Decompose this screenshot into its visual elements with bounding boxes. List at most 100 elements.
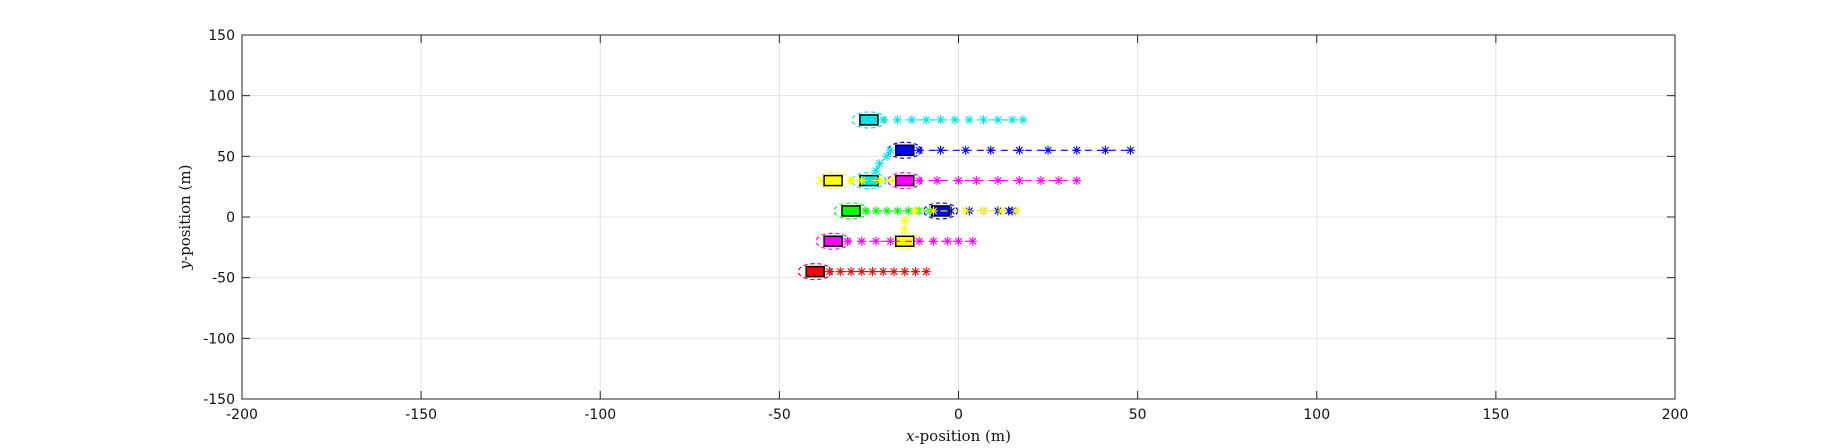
trajectory-point [900, 267, 910, 277]
trajectory-point [921, 115, 931, 125]
y-axis-label-text: -position (m) [176, 165, 194, 261]
trajectory-point [907, 115, 917, 125]
y-axis-label: y-position (m) [176, 165, 194, 271]
y-tick-label: 0 [226, 210, 235, 226]
y-tick-label: 50 [217, 149, 235, 165]
uncertainty-ellipse [887, 172, 923, 190]
trajectory-point [882, 151, 892, 161]
vehicle-series-9 [815, 232, 978, 250]
trajectory-point [1014, 145, 1024, 155]
trajectory-point [900, 216, 910, 226]
grid-layer [242, 35, 1675, 399]
trajectory-point [1014, 176, 1024, 186]
trajectory-point [903, 206, 913, 216]
vehicle-marker [823, 174, 843, 187]
trajectory-line [904, 210, 1016, 242]
vehicle-marker [805, 265, 825, 278]
uncertainty-ellipse [833, 202, 869, 220]
vehicle-series-1 [851, 111, 1028, 129]
vehicle-marker [895, 174, 915, 187]
trajectory-point [993, 176, 1003, 186]
y-tick-label: -100 [203, 331, 235, 347]
trajectory-point [961, 145, 971, 155]
trajectory-point [928, 236, 938, 246]
trajectory-point [885, 145, 895, 155]
trajectory-point [846, 176, 856, 186]
x-axis-label-text: -position (m) [915, 427, 1011, 445]
uncertainty-ellipse [797, 263, 833, 281]
trajectory-point [911, 267, 921, 277]
trajectory-point [1072, 145, 1082, 155]
uncertainty-ellipse [815, 172, 851, 190]
trajectory-point [954, 236, 963, 246]
x-tick-label: -50 [768, 407, 791, 423]
vehicle-series-5 [887, 172, 1082, 190]
trajectory-point [996, 206, 1006, 216]
trajectory-point [986, 145, 996, 155]
trajectory-point [885, 236, 895, 246]
vehicle-marker [841, 205, 861, 217]
trajectory-point [943, 236, 953, 246]
trajectory-point [889, 267, 899, 277]
trajectory-point [893, 206, 903, 216]
x-tick-label: 200 [1662, 407, 1689, 423]
trajectory-point [857, 267, 867, 277]
trajectory-point [936, 145, 946, 155]
trajectory-point [868, 267, 878, 277]
x-tick-label: 150 [1483, 407, 1510, 423]
trajectory-point [1100, 145, 1110, 155]
trajectory-point [835, 267, 845, 277]
uncertainty-ellipse [815, 232, 851, 250]
trajectory-point [936, 115, 946, 125]
trajectory-point [857, 236, 867, 246]
vehicle-series-2 [887, 141, 1135, 159]
x-tick-label: -200 [226, 407, 258, 423]
trajectory-point [1054, 176, 1064, 186]
vehicle-marker [823, 235, 843, 248]
trajectory-point [893, 115, 903, 125]
vehicle-series-10 [797, 263, 931, 281]
x-tick-label: 100 [1303, 407, 1330, 423]
trajectory-point [1018, 115, 1028, 125]
trajectory-point [968, 236, 978, 246]
y-tick-label: -150 [203, 392, 235, 408]
trajectory-point [857, 176, 867, 186]
trajectory-point [993, 115, 1003, 125]
trajectory-point [1043, 145, 1053, 155]
y-tick-label: 150 [208, 28, 235, 44]
trajectory-point [1007, 115, 1017, 125]
trajectory-point [878, 267, 888, 277]
trajectory-point [1125, 145, 1135, 155]
trajectory-point [871, 236, 881, 246]
y-tick-label: 100 [208, 89, 235, 105]
y-tick-label: -50 [212, 271, 235, 287]
x-tick-label: -100 [584, 407, 616, 423]
trajectory-point [871, 206, 881, 216]
trajectory-point [921, 267, 931, 277]
trajectory-point [964, 115, 974, 125]
x-axis-label-var: x [906, 427, 915, 445]
vehicle-marker [859, 114, 879, 126]
trajectory-point [882, 206, 892, 216]
y-axis-label-var: y [176, 260, 194, 270]
trajectory-point [911, 206, 921, 216]
trajectory-point [932, 176, 942, 186]
trajectory-point [1072, 176, 1082, 186]
uncertainty-ellipse [887, 141, 923, 159]
x-tick-label: 50 [1129, 407, 1147, 423]
trajectory-point [971, 176, 981, 186]
x-tick-label: -150 [405, 407, 437, 423]
trajectory-point [875, 176, 885, 186]
trajectory-point [1036, 176, 1046, 186]
vehicle-series-4 [815, 172, 899, 190]
trajectory-point [846, 267, 856, 277]
trajectory-point [1011, 206, 1021, 216]
trajectory-point [979, 206, 989, 216]
uncertainty-ellipse [851, 111, 887, 129]
trajectory-point [950, 115, 960, 125]
trajectory-point [954, 176, 963, 186]
data-layer [797, 111, 1135, 281]
x-axis-label: x-position (m) [906, 427, 1011, 445]
